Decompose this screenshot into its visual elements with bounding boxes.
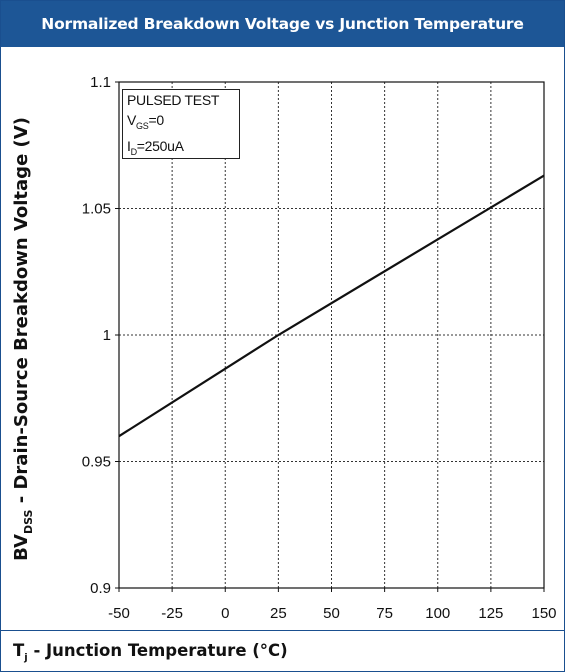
- x-tick-label: 0: [221, 605, 229, 622]
- x-tick-label: 75: [376, 605, 393, 622]
- x-axis-label-sub: j: [24, 652, 28, 664]
- chart-header: Normalized Breakdown Voltage vs Junction…: [1, 1, 564, 47]
- plot-area: -50 -25 0 25 50 75 100 125 150 0.9 0.95 1 1.05 1.1: [82, 74, 557, 622]
- x-tick-label: 50: [323, 605, 340, 622]
- id-sub: D: [130, 146, 138, 157]
- x-axis-label: Tj - Junction Temperature (°C): [13, 641, 288, 663]
- vgs-rest: =0: [148, 112, 164, 128]
- test-condition-id: ID=250uA: [127, 136, 239, 162]
- x-axis-label-area: Tj - Junction Temperature (°C): [1, 630, 564, 672]
- test-conditions-box: PULSED TEST VGS=0 ID=250uA: [122, 89, 240, 159]
- y-tick-label: 0.95: [82, 454, 111, 471]
- x-tick-label: 100: [425, 605, 450, 622]
- x-tick-label: -50: [108, 605, 130, 622]
- y-tick-label: 1: [103, 327, 111, 344]
- x-tick-label: 150: [531, 605, 556, 622]
- y-tick-label: 1.1: [90, 74, 111, 91]
- series-line: [118, 174, 545, 438]
- vgs-sub: GS: [136, 120, 149, 131]
- test-condition-pulsed: PULSED TEST: [127, 92, 220, 108]
- x-axis-label-rest: - Junction Temperature (°C): [27, 641, 288, 660]
- id-main: I: [127, 137, 131, 154]
- grid-lines: [119, 82, 544, 588]
- y-tick-label: 0.9: [90, 580, 111, 597]
- plot-border: [118, 81, 545, 589]
- x-tick-label: -25: [161, 605, 183, 622]
- x-tick-label: 25: [270, 605, 287, 622]
- test-condition-vgs: VGS=0: [127, 110, 239, 136]
- tick-labels: -50 -25 0 25 50 75 100 125 150 0.9 0.95 1 1.05 1.1: [82, 74, 557, 622]
- series-lines: [118, 174, 545, 438]
- id-rest: =250uA: [136, 137, 184, 154]
- x-tick-label: 125: [478, 605, 503, 622]
- x-axis-label-main: T: [13, 641, 25, 660]
- vgs-main: V: [127, 112, 137, 128]
- axes: [115, 81, 545, 592]
- y-tick-label: 1.05: [82, 201, 111, 218]
